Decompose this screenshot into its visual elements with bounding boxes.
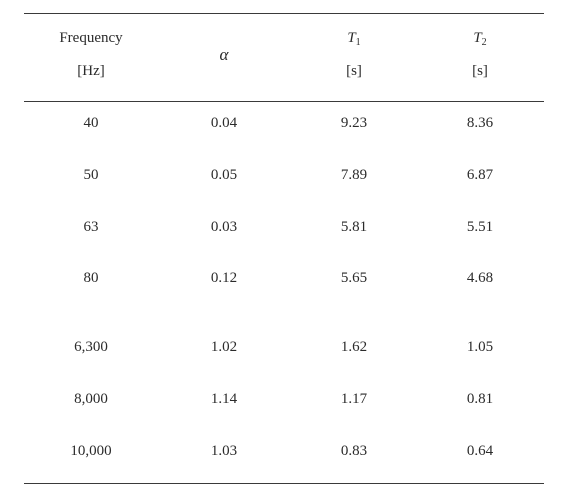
table-cell-t2: 6.87	[466, 167, 494, 183]
table-cell-alpha: 0.12	[210, 270, 238, 286]
header-t2-subscript: 2	[481, 37, 487, 48]
table-top-rule	[24, 13, 544, 14]
table-cell-alpha: 1.02	[210, 339, 238, 355]
table-cell-frequency: 40	[83, 115, 99, 131]
header-alpha: α	[219, 45, 229, 64]
table-cell-t1: 0.83	[340, 443, 368, 459]
table-cell-t1: 5.81	[340, 219, 368, 235]
table-cell-t2: 0.64	[466, 443, 494, 459]
header-t1: T1	[294, 29, 414, 48]
table-cell-alpha: 0.05	[210, 167, 238, 183]
header-frequency-unit: [Hz]	[77, 63, 105, 79]
header-t2: T2	[420, 29, 540, 48]
header-t1-subscript: 1	[355, 37, 361, 48]
table-cell-t1: 7.89	[340, 167, 368, 183]
table-cell-t1: 5.65	[340, 270, 368, 286]
table-cell-frequency: 80	[83, 270, 99, 286]
table-cell-t2: 8.36	[466, 115, 494, 131]
table-cell-frequency: 10,000	[70, 443, 112, 459]
table-cell-t2: 0.81	[466, 391, 494, 407]
table-cell-t2: 5.51	[466, 219, 494, 235]
table-cell-t2: 4.68	[466, 270, 494, 286]
header-t2-unit: [s]	[472, 63, 488, 79]
header-t1-unit: [s]	[346, 63, 362, 79]
header-t1-symbol: T	[347, 30, 356, 46]
table-cell-alpha: 0.04	[210, 115, 238, 131]
table-cell-frequency: 50	[83, 167, 99, 183]
table-cell-alpha: 1.14	[210, 391, 238, 407]
header-t2-symbol: T	[473, 30, 482, 46]
table-cell-frequency: 8,000	[74, 391, 108, 407]
table-cell-t1: 1.17	[340, 391, 368, 407]
table-cell-t1: 1.62	[340, 339, 368, 355]
table-cell-t1: 9.23	[340, 115, 368, 131]
table-cell-alpha: 1.03	[210, 443, 238, 459]
table-cell-frequency: 63	[83, 219, 99, 235]
table-cell-t2: 1.05	[466, 339, 494, 355]
table-cell-frequency: 6,300	[74, 339, 108, 355]
table-cell-alpha: 0.03	[210, 219, 238, 235]
table-header-rule	[24, 101, 544, 102]
table-bottom-rule	[24, 483, 544, 484]
header-frequency-name: Frequency	[59, 30, 123, 46]
